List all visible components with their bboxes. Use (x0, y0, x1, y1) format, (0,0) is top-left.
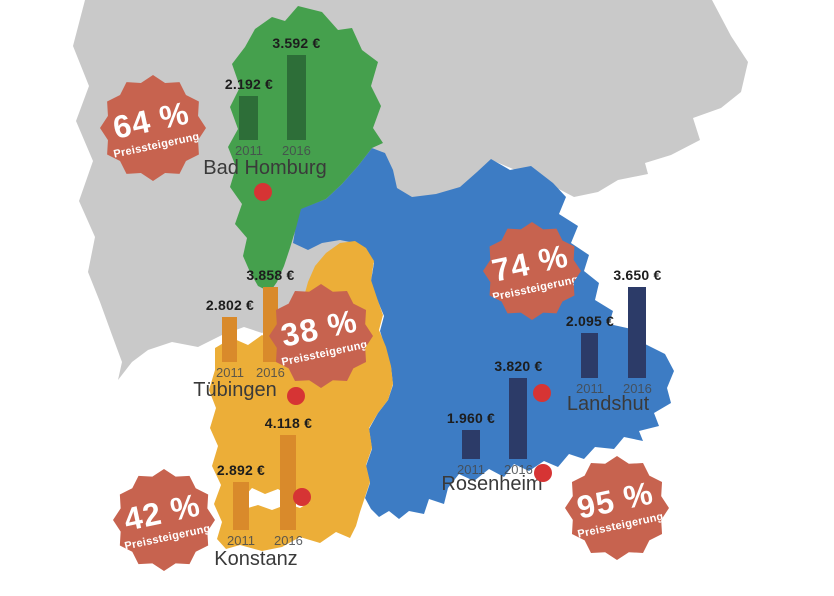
landshut-2016-value: 3.650 € (613, 267, 662, 283)
bad-homburg-2011-bar: 2.192 € (225, 76, 273, 140)
konstanz-dot (293, 488, 311, 506)
year-label-2011: 2011 (457, 462, 485, 477)
landshut-dot (533, 384, 551, 402)
year-label-2016: 2016 (281, 143, 311, 158)
bad-homburg-dot (254, 183, 272, 201)
year-label-2016: 2016 (503, 462, 533, 477)
bad-homburg-2016-bar: 3.592 € (272, 35, 320, 140)
landshut-2011-value: 2.095 € (565, 313, 615, 329)
bad-homburg-2016-value: 3.592 € (272, 35, 321, 51)
bad-homburg-2011-value: 2.192 € (224, 76, 274, 92)
year-label-2016: 2016 (273, 533, 303, 548)
year-label-2011: 2011 (576, 381, 604, 396)
year-label-2011: 2011 (235, 143, 263, 158)
bad-homburg-label: Bad Homburg (203, 157, 327, 179)
konstanz-2011-bar: 2.892 € (217, 462, 265, 530)
landshut-bar-chart: 2.095 € 2011 3.650 € 2016 (566, 267, 661, 396)
rosenheim-dot (534, 464, 552, 482)
konstanz-bar-chart: 2.892 € 2011 4.118 € 2016 (217, 415, 312, 548)
tuebingen-label: Tübingen (193, 379, 277, 401)
tuebingen-2016-bar: 3.858 € (246, 267, 294, 362)
konstanz-2016-bar: 4.118 € (265, 415, 312, 530)
konstanz-label: Konstanz (214, 548, 298, 570)
rosenheim-2011-bar: 1.960 € (447, 410, 495, 459)
year-label-2011: 2011 (227, 533, 255, 548)
tuebingen-dot (287, 387, 305, 405)
konstanz-2011-value: 2.892 € (216, 462, 266, 478)
tuebingen-2016-value: 3.858 € (246, 267, 295, 283)
landshut-label: Landshut (566, 393, 650, 415)
year-label-2011: 2011 (216, 365, 244, 380)
bad-homburg-bar-chart: 2.192 € 2011 3.592 € 2016 (225, 35, 320, 158)
map-region-hessen (228, 6, 383, 292)
rosenheim-2016-bar: 3.820 € (494, 358, 542, 459)
rosenheim-label: Rosenheim (441, 473, 543, 495)
tuebingen-2011-bar: 2.802 € (206, 297, 254, 362)
rosenheim-2016-value: 3.820 € (494, 358, 543, 374)
year-label-2016: 2016 (622, 381, 652, 396)
rosenheim-bar-chart: 1.960 € 2011 3.820 € 2016 (447, 358, 542, 477)
landshut-2011-bar: 2.095 € (566, 313, 614, 378)
tuebingen-2011-value: 2.802 € (205, 297, 255, 313)
landshut-2016-bar: 3.650 € (613, 267, 661, 378)
rosenheim-2011-value: 1.960 € (446, 410, 496, 426)
year-label-2016: 2016 (255, 365, 285, 380)
map-region-bayern (293, 148, 674, 519)
konstanz-2016-value: 4.118 € (264, 415, 313, 431)
